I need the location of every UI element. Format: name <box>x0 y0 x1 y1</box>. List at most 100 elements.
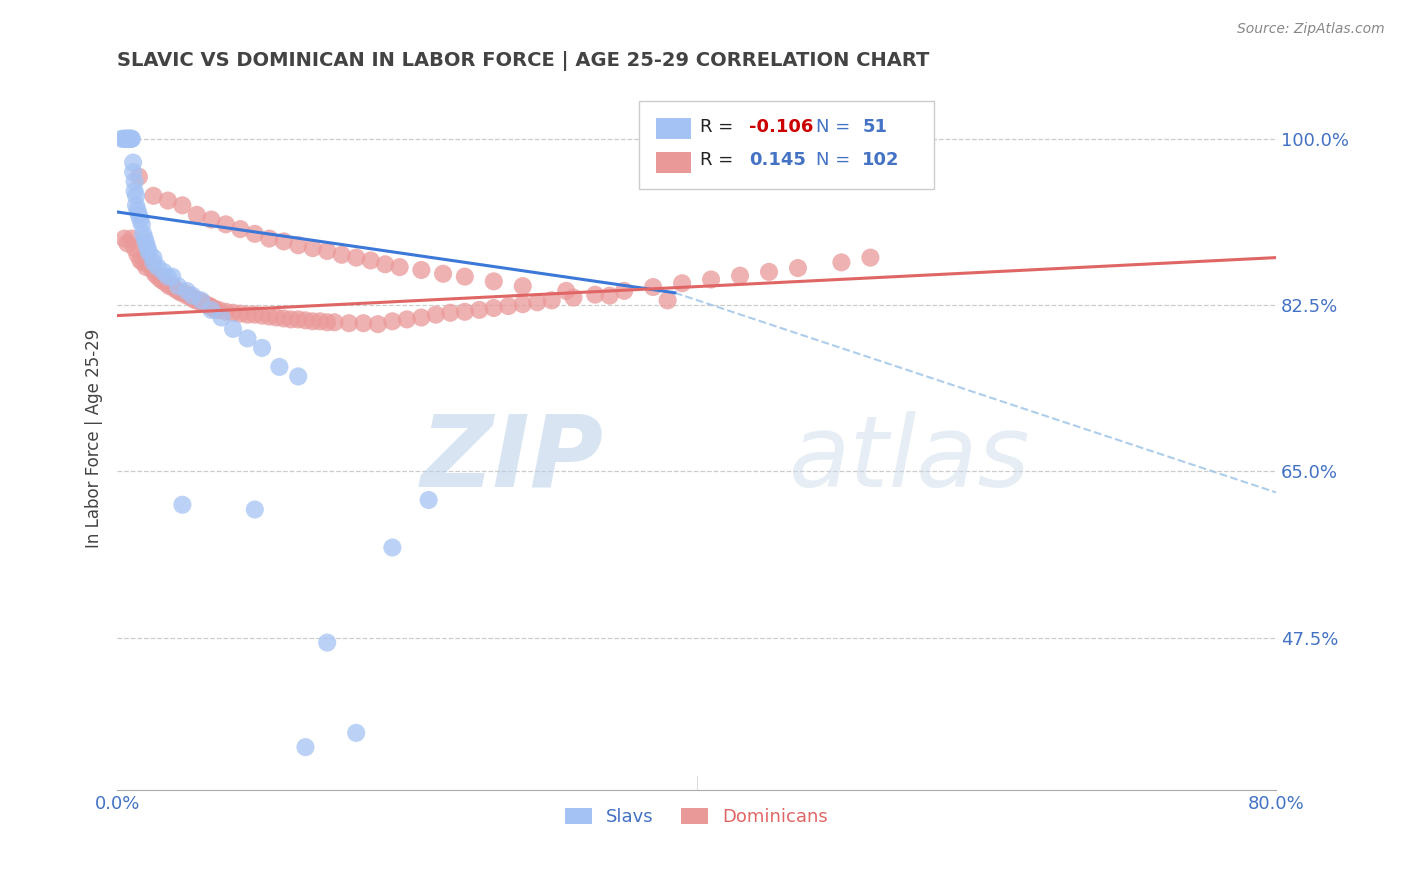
Point <box>352 316 374 330</box>
Point <box>176 284 198 298</box>
Point <box>115 132 138 146</box>
Point <box>142 251 165 265</box>
Point <box>454 305 477 319</box>
Point <box>411 263 433 277</box>
Point <box>439 306 461 320</box>
Point <box>830 255 852 269</box>
Point <box>120 132 142 146</box>
Point <box>613 284 636 298</box>
Point <box>128 208 150 222</box>
Text: 102: 102 <box>862 152 900 169</box>
Point <box>259 310 281 324</box>
Point <box>117 132 139 146</box>
Point <box>512 279 534 293</box>
Point <box>280 312 302 326</box>
Point <box>273 235 295 249</box>
Point <box>187 293 209 308</box>
Point <box>167 279 190 293</box>
Point <box>411 310 433 325</box>
Point <box>222 306 245 320</box>
Point <box>787 261 810 276</box>
Point <box>114 132 136 146</box>
Point <box>156 194 179 208</box>
Text: 51: 51 <box>862 119 887 136</box>
Text: Source: ZipAtlas.com: Source: ZipAtlas.com <box>1237 22 1385 37</box>
Point <box>124 175 146 189</box>
Point <box>129 253 152 268</box>
Point <box>555 284 578 298</box>
Point <box>122 165 145 179</box>
Point <box>193 296 215 310</box>
Point <box>201 301 224 315</box>
Point <box>207 302 229 317</box>
Point <box>146 269 169 284</box>
Point <box>374 257 396 271</box>
Point <box>222 322 245 336</box>
Point <box>172 198 194 212</box>
Point <box>124 241 146 255</box>
Point <box>134 231 156 245</box>
Point <box>250 341 273 355</box>
Point <box>138 257 160 271</box>
Point <box>128 169 150 184</box>
Point <box>287 238 309 252</box>
Point <box>301 241 323 255</box>
Point <box>425 308 447 322</box>
Point <box>118 132 141 146</box>
Point <box>526 295 548 310</box>
Y-axis label: In Labor Force | Age 25-29: In Labor Force | Age 25-29 <box>86 328 103 548</box>
Point <box>728 268 751 283</box>
Point <box>146 260 169 274</box>
Point <box>195 298 218 312</box>
Text: -0.106: -0.106 <box>749 119 813 136</box>
Point <box>121 231 143 245</box>
Point <box>758 265 780 279</box>
Legend: Slavs, Dominicans: Slavs, Dominicans <box>558 801 835 834</box>
Point <box>243 227 266 241</box>
Point <box>149 272 172 286</box>
Point <box>170 285 193 300</box>
Point <box>184 293 207 308</box>
Point <box>388 260 411 274</box>
Point <box>294 740 316 755</box>
Text: N =: N = <box>815 152 851 169</box>
Point <box>337 316 360 330</box>
Point <box>135 236 157 251</box>
Point <box>136 241 159 255</box>
Point <box>287 369 309 384</box>
Point <box>186 208 208 222</box>
Point <box>643 280 665 294</box>
Point <box>266 310 288 325</box>
FancyBboxPatch shape <box>638 101 934 188</box>
Point <box>155 277 177 291</box>
Point <box>360 253 382 268</box>
Point <box>143 267 166 281</box>
Point <box>700 272 723 286</box>
Point <box>179 288 201 302</box>
Text: N =: N = <box>815 119 851 136</box>
Point <box>294 313 316 327</box>
Point <box>198 299 221 313</box>
Point <box>243 502 266 516</box>
Point <box>498 299 520 313</box>
Point <box>127 203 149 218</box>
Point <box>121 132 143 146</box>
Point <box>287 312 309 326</box>
Point <box>124 184 146 198</box>
Point <box>229 307 252 321</box>
Point <box>211 310 233 325</box>
Point <box>138 245 160 260</box>
Point <box>181 288 204 302</box>
Point <box>316 635 339 649</box>
Point <box>330 248 353 262</box>
Point <box>395 312 418 326</box>
Point <box>129 212 152 227</box>
Point <box>657 293 679 308</box>
Point <box>344 726 367 740</box>
Point <box>236 331 259 345</box>
Text: R =: R = <box>700 152 740 169</box>
Point <box>190 295 212 310</box>
Point <box>120 132 142 146</box>
Point <box>200 302 222 317</box>
Point <box>344 251 367 265</box>
